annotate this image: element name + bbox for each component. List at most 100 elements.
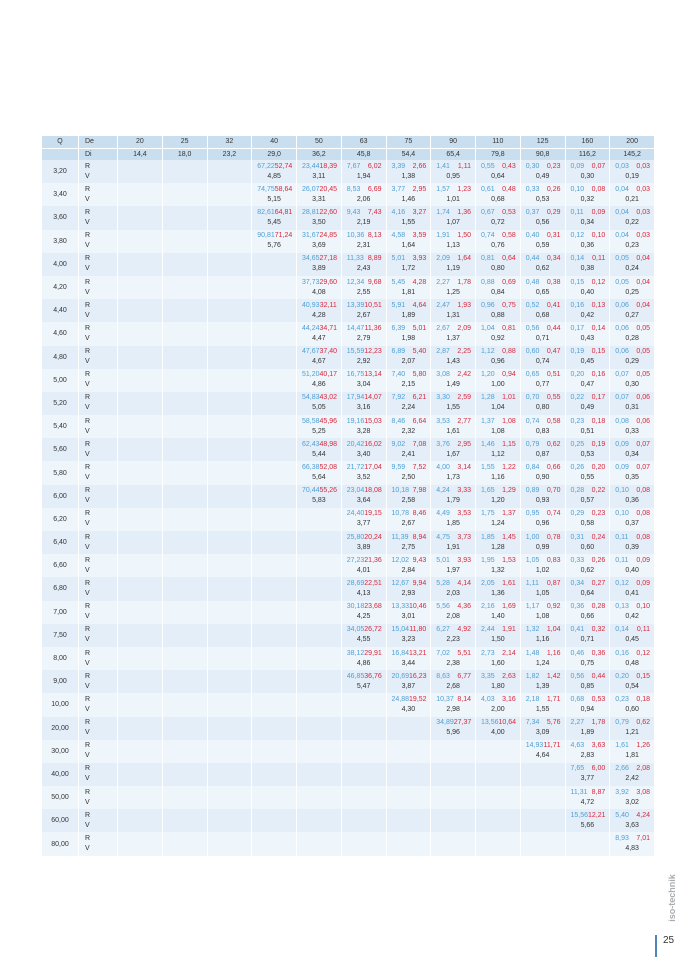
r-value-1: 0,14 [570,255,585,263]
r-value-2: 43,02 [319,394,338,402]
r-values: 3,08 2,42 [431,370,475,380]
r-value-2: 0,62 [546,440,561,448]
r-values: 0,22 0,17 [566,393,610,403]
r-values: 1,82 1,42 [521,672,565,682]
table-row: 7,50 R V 34,05 26,72 4,55 15,04 11,80 3,23 6,27 4,… [42,623,655,647]
r-value-2: 17,04 [364,464,382,472]
table-row: 3,20 R V 67,22 52,74 4,85 23,44 18,39 3,11 7,67 6,… [42,160,655,184]
table-cell: 34,89 27,37 5,96 [431,716,476,740]
r-value-1: 40,93 [302,301,320,309]
r-value-1: 4,03 [481,695,495,703]
v-value: 0,42 [580,311,595,319]
r-values: 0,09 0,07 [610,463,654,473]
table-cell: 1,91 1,50 1,13 [431,229,476,253]
r-value-1: 10,18 [391,487,410,495]
r-value-1: 0,20 [570,371,585,379]
r-value-2: 0,74 [546,510,561,518]
table-cell: 1,20 0,94 1,00 [476,368,521,392]
r-value-2: 0,36 [591,649,606,657]
r-value-2: 5,01 [412,324,427,332]
r-value-2: 9,94 [412,579,427,587]
table-row: 5,40 R V 58,58 45,96 5,25 19,16 15,03 3,28 8,46 6,… [42,415,655,439]
table-cell: 0,79 0,62 0,87 [521,438,566,462]
v-value: 1,81 [625,752,639,760]
table-cell: 2,47 1,93 1,31 [431,299,476,323]
table-cell: 62,43 48,98 5,44 [297,438,342,462]
r-value-1: 28,69 [346,579,365,587]
table-cell: 0,07 0,05 0,30 [610,368,655,392]
table-cell [118,160,163,184]
table-cell: 0,11 0,09 0,34 [566,206,611,230]
r-value-2: 12,21 [588,811,606,819]
r-values: 16,84 13,21 [387,649,431,659]
r-value-1: 0,04 [615,232,629,240]
r-value-1: 0,12 [615,579,629,587]
r-values: 21,72 17,04 [342,463,386,473]
table-cell: 0,17 0,14 0,43 [566,322,611,346]
q-value: 50,00 [42,786,79,810]
r-value-2: 0,04 [636,255,650,263]
table-cell: 7,65 6,00 3,77 [566,762,611,787]
v-value: 0,25 [625,288,639,296]
r-value-1: 8,93 [615,835,629,843]
r-values: 28,81 22,60 [297,208,341,218]
r-value-1: 0,23 [570,417,585,425]
v-value: 0,68 [491,195,505,203]
table-cell [208,206,253,230]
v-value: 1,79 [446,497,460,505]
di-col-header: 116,2 [566,148,611,160]
r-values: 0,70 0,55 [521,393,565,403]
r-value-1: 0,48 [525,278,540,286]
v-value: 0,96 [535,520,550,528]
r-values: 26,07 20,45 [297,185,341,195]
v-value: 1,85 [446,520,460,528]
v-value: 1,12 [491,450,505,458]
r-value-1: 0,60 [525,348,540,356]
table-cell [118,438,163,462]
v-value: 0,80 [535,404,550,412]
table-cell: 2,16 1,69 1,40 [476,600,521,624]
r-values: 0,37 0,29 [521,208,565,218]
r-values: 6,89 5,40 [387,347,431,357]
table-row: 4,00 R V 34,65 27,18 3,89 11,33 8,89 2,43 5,01 3,9… [42,252,655,276]
table-cell [252,415,297,439]
table-row: 50,00 R V 11,31 8,87 4,72 3,92 3,08 3,02 [42,786,655,810]
table-cell: 0,11 0,09 0,40 [610,554,655,578]
r-value-1: 2,66 [615,765,629,773]
v-value: 0,40 [580,288,595,296]
table-row: 9,00 R V 46,85 36,76 5,47 20,69 16,23 3,87 8,63 6,… [42,670,655,694]
table-cell [297,623,342,647]
r-value-2: 27,18 [319,255,338,263]
table-cell [208,600,253,624]
r-value-1: 16,75 [346,371,365,379]
r-label: R [85,162,91,170]
r-value-1: 17,94 [346,394,365,402]
v-value: 1,20 [491,497,505,505]
table-cell: 3,77 2,95 1,46 [387,183,432,207]
v-value: 5,44 [312,450,326,458]
table-cell: 2,44 1,91 1,50 [476,623,521,647]
table-cell: 1,05 0,83 1,02 [521,554,566,578]
r-value-1: 30,18 [346,603,365,611]
r-value-2: 6,02 [367,162,382,170]
table-cell [208,623,253,647]
v-value: 1,16 [491,474,505,482]
r-value-2: 3,53 [457,510,471,518]
r-values: 0,10 0,08 [610,486,654,496]
v-value: 0,30 [625,381,639,389]
v-value: 2,83 [580,752,595,760]
r-value-2: 1,78 [591,719,606,727]
table-cell: 0,95 0,74 0,96 [521,507,566,531]
r-value-1: 4,00 [436,464,450,472]
r-values: 2,09 1,64 [431,254,475,264]
table-cell [118,461,163,485]
v-value: 0,31 [625,404,639,412]
table-cell [163,623,208,647]
table-row: 5,60 R V 62,43 48,98 5,44 20,42 16,02 3,40 9,02 7,… [42,438,655,462]
v-value: 0,49 [535,172,550,180]
table-cell: 0,96 0,75 0,88 [476,299,521,323]
table-cell: 12,02 9,43 2,84 [387,554,432,578]
